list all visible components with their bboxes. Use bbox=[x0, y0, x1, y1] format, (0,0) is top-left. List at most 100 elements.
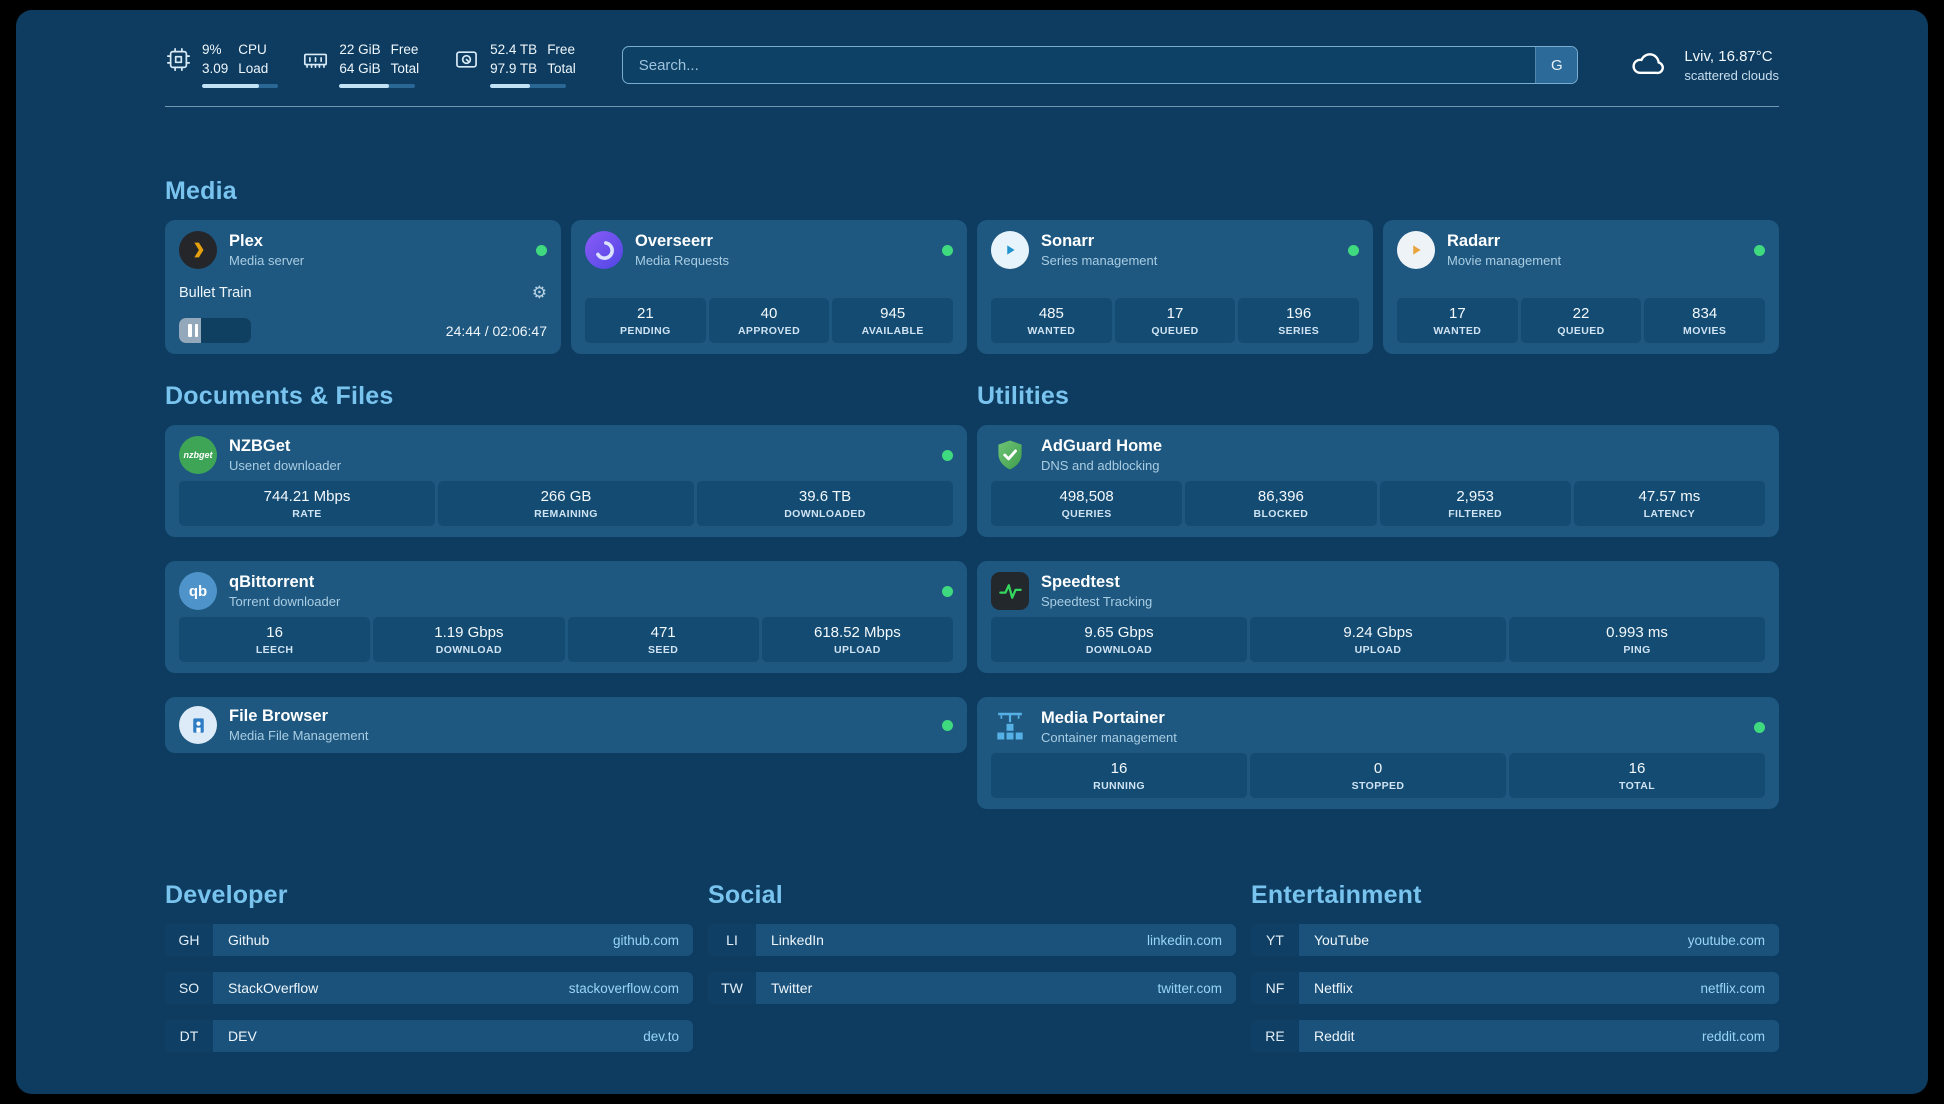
disk-progress-fill bbox=[490, 84, 530, 88]
weather-widget[interactable]: Lviv, 16.87°C scattered clouds bbox=[1624, 44, 1779, 87]
stat-running: 16 RUNNING bbox=[991, 753, 1247, 798]
stat-download: 1.19 Gbps DOWNLOAD bbox=[373, 617, 564, 662]
cloud-icon bbox=[1624, 44, 1672, 87]
app-card-radarr[interactable]: Radarr Movie management 17 WANTED 22 QUE… bbox=[1383, 220, 1779, 354]
app-subtitle: Container management bbox=[1041, 730, 1177, 745]
bookmark-netflix[interactable]: NF Netflix netflix.com bbox=[1251, 972, 1779, 1004]
stat-value: 1.19 Gbps bbox=[377, 624, 560, 641]
card-header: Radarr Movie management bbox=[1397, 231, 1765, 269]
ram-label-bottom: Total bbox=[391, 61, 420, 77]
stat-value: 9.24 Gbps bbox=[1254, 624, 1502, 641]
stat-label: TOTAL bbox=[1513, 780, 1761, 792]
documents-stack: nzbget NZBGet Usenet downloader 744.21 M… bbox=[165, 425, 967, 753]
bookmark-reddit[interactable]: RE Reddit reddit.com bbox=[1251, 1020, 1779, 1052]
app-card-nzbget[interactable]: nzbget NZBGet Usenet downloader 744.21 M… bbox=[165, 425, 967, 537]
portainer-icon bbox=[991, 708, 1029, 746]
disk-values: 52.4 TB 97.9 TB bbox=[490, 42, 537, 77]
status-dot bbox=[942, 586, 953, 597]
gear-icon[interactable]: ⚙ bbox=[532, 284, 547, 301]
stat-blocked: 86,396 BLOCKED bbox=[1185, 481, 1376, 526]
stat-value: 196 bbox=[1242, 305, 1355, 322]
search-bar: G bbox=[622, 46, 1579, 84]
bookmarks-grid: Developer GH Github github.com SO StackO… bbox=[165, 881, 1779, 1052]
bookmark-url: dev.to bbox=[643, 1029, 679, 1044]
stat-value: 0.993 ms bbox=[1513, 624, 1761, 641]
section-title-documents: Documents & Files bbox=[165, 382, 967, 411]
status-dot bbox=[942, 720, 953, 731]
stat-label: WANTED bbox=[995, 325, 1108, 337]
app-titles: Plex Media server bbox=[229, 232, 304, 268]
stat-label: DOWNLOAD bbox=[377, 644, 560, 656]
stats-row: 16 RUNNING 0 STOPPED 16 TOTAL bbox=[991, 753, 1765, 798]
app-card-sonarr[interactable]: Sonarr Series management 485 WANTED 17 Q… bbox=[977, 220, 1373, 354]
stat-value: 834 bbox=[1648, 305, 1761, 322]
cpu-progress-fill bbox=[202, 84, 259, 88]
disk-total: 97.9 TB bbox=[490, 61, 537, 77]
app-card-plex[interactable]: Plex Media server Bullet Train ⚙ bbox=[165, 220, 561, 354]
bookmark-url: twitter.com bbox=[1157, 981, 1222, 996]
bookmark-github[interactable]: GH Github github.com bbox=[165, 924, 693, 956]
now-playing-row: Bullet Train ⚙ bbox=[179, 284, 547, 301]
cpu-usage: 9% bbox=[202, 42, 228, 58]
cpu-monitor: 9% 3.09 CPU Load bbox=[165, 42, 268, 88]
stat-label: SERIES bbox=[1242, 325, 1355, 337]
card-header: File Browser Media File Management bbox=[179, 706, 953, 744]
radarr-icon bbox=[1397, 231, 1435, 269]
stat-value: 16 bbox=[995, 760, 1243, 777]
bookmark-stackoverflow[interactable]: SO StackOverflow stackoverflow.com bbox=[165, 972, 693, 1004]
cpu-values: 9% 3.09 bbox=[202, 42, 228, 77]
card-header: AdGuard Home DNS and adblocking bbox=[991, 436, 1765, 474]
stat-value: 2,953 bbox=[1384, 488, 1567, 505]
app-card-portainer[interactable]: Media Portainer Container management 16 … bbox=[977, 697, 1779, 809]
bookmark-dev[interactable]: DT DEV dev.to bbox=[165, 1020, 693, 1052]
bookmark-url: github.com bbox=[613, 933, 679, 948]
playback-progress-bar[interactable] bbox=[179, 318, 251, 343]
stat-label: REMAINING bbox=[442, 508, 690, 520]
speedtest-icon bbox=[991, 572, 1029, 610]
ram-labels: Free Total bbox=[391, 42, 420, 77]
app-card-overseerr[interactable]: Overseerr Media Requests 21 PENDING 40 A… bbox=[571, 220, 967, 354]
qbittorrent-icon-label: qb bbox=[189, 583, 207, 600]
app-titles: NZBGet Usenet downloader bbox=[229, 437, 341, 473]
stat-remaining: 266 GB REMAINING bbox=[438, 481, 694, 526]
cpu-label-bottom: Load bbox=[238, 61, 268, 77]
status-dot bbox=[536, 245, 547, 256]
app-name: NZBGet bbox=[229, 437, 341, 456]
app-card-filebrowser[interactable]: File Browser Media File Management bbox=[165, 697, 967, 753]
stats-row: 16 LEECH 1.19 Gbps DOWNLOAD 471 SEED bbox=[179, 617, 953, 662]
section-documents: Documents & Files nzbget NZBGet Usenet d… bbox=[165, 382, 967, 753]
bookmark-abbr: SO bbox=[165, 972, 213, 1004]
bookmark-name: Github bbox=[228, 932, 269, 948]
card-header: Plex Media server bbox=[179, 231, 547, 269]
stat-label: SEED bbox=[572, 644, 755, 656]
nzbget-icon-label: nzbget bbox=[184, 450, 213, 460]
stat-label: LEECH bbox=[183, 644, 366, 656]
bookmark-url: linkedin.com bbox=[1147, 933, 1222, 948]
search-input[interactable] bbox=[623, 47, 1536, 83]
bookmark-twitter[interactable]: TW Twitter twitter.com bbox=[708, 972, 1236, 1004]
bookmark-linkedin[interactable]: LI LinkedIn linkedin.com bbox=[708, 924, 1236, 956]
stat-wanted: 17 WANTED bbox=[1397, 298, 1518, 343]
cpu-label-top: CPU bbox=[238, 42, 268, 58]
search-engine-button[interactable]: G bbox=[1535, 47, 1577, 83]
stats-row: 17 WANTED 22 QUEUED 834 MOVIES bbox=[1397, 298, 1765, 343]
app-card-speedtest[interactable]: Speedtest Speedtest Tracking 9.65 Gbps D… bbox=[977, 561, 1779, 673]
app-name: Overseerr bbox=[635, 232, 729, 251]
disk-free: 52.4 TB bbox=[490, 42, 537, 58]
stats-row: 9.65 Gbps DOWNLOAD 9.24 Gbps UPLOAD 0.99… bbox=[991, 617, 1765, 662]
app-titles: Overseerr Media Requests bbox=[635, 232, 729, 268]
bookmark-url: reddit.com bbox=[1702, 1029, 1765, 1044]
app-name: File Browser bbox=[229, 707, 368, 726]
stat-value: 17 bbox=[1401, 305, 1514, 322]
card-header: qb qBittorrent Torrent downloader bbox=[179, 572, 953, 610]
stat-queued: 22 QUEUED bbox=[1521, 298, 1642, 343]
bookmark-youtube[interactable]: YT YouTube youtube.com bbox=[1251, 924, 1779, 956]
stat-upload: 9.24 Gbps UPLOAD bbox=[1250, 617, 1506, 662]
app-card-qbittorrent[interactable]: qb qBittorrent Torrent downloader 16 bbox=[165, 561, 967, 673]
disk-labels: Free Total bbox=[547, 42, 576, 77]
qbittorrent-icon: qb bbox=[179, 572, 217, 610]
bookmark-abbr: NF bbox=[1251, 972, 1299, 1004]
ram-monitor: 22 GiB 64 GiB Free Total bbox=[302, 42, 419, 88]
stat-value: 471 bbox=[572, 624, 755, 641]
app-card-adguard[interactable]: AdGuard Home DNS and adblocking 498,508 … bbox=[977, 425, 1779, 537]
